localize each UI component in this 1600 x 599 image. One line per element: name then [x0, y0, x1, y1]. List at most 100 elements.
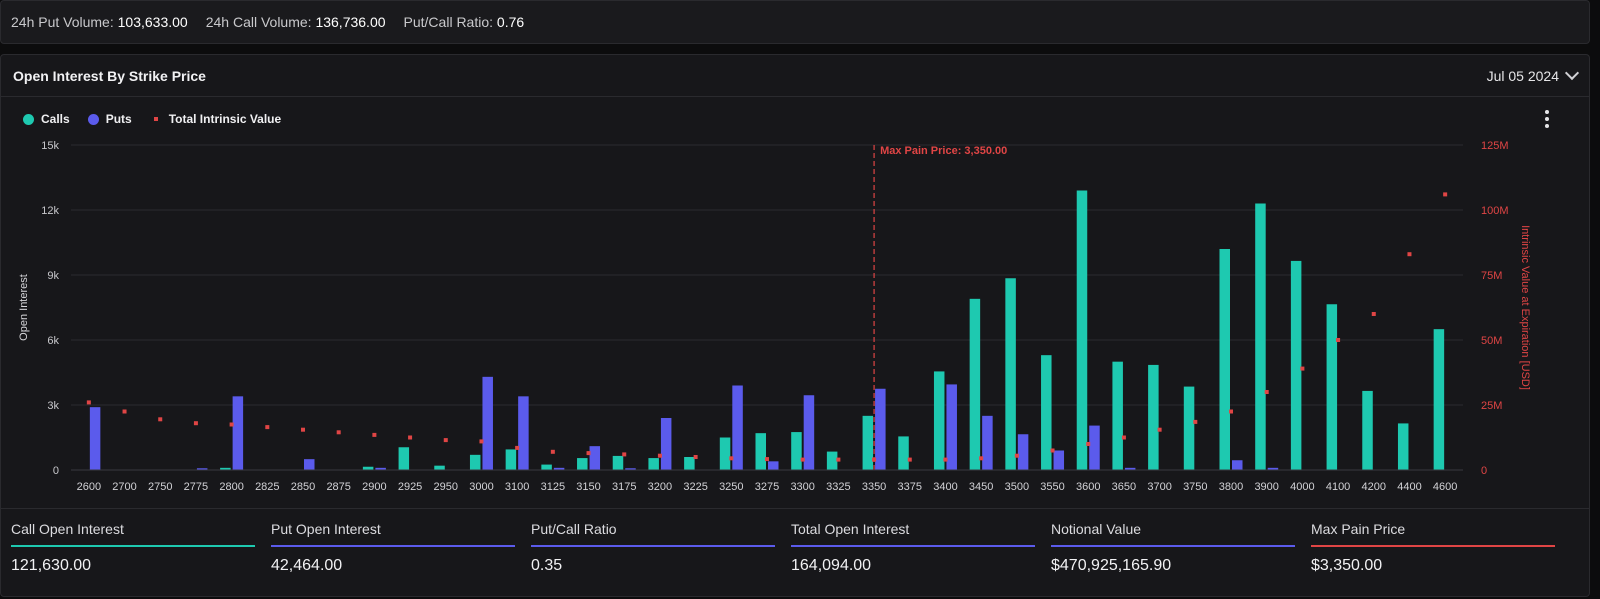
calls-bar — [719, 437, 731, 470]
intrinsic-value-point — [479, 439, 484, 444]
x-tick-label: 2900 — [362, 481, 386, 493]
intrinsic-value-point — [1229, 409, 1233, 414]
puts-bar — [482, 376, 493, 470]
x-tick-label: 3000 — [469, 481, 493, 493]
summary-card-value: $3,350.00 — [1311, 557, 1383, 574]
expiry-date-select[interactable]: Jul 05 2024 — [1487, 65, 1580, 84]
x-tick-label: 3325 — [826, 481, 850, 493]
summary-card: Max Pain Price $3,350.00 — [1311, 509, 1555, 596]
y-tick-label: 3k — [47, 400, 59, 412]
intrinsic-value-point — [1443, 192, 1448, 197]
summary-card: Put Open Interest 42,464.00 — [271, 509, 515, 596]
intrinsic-value-point — [1086, 442, 1091, 446]
puts-bar — [1232, 460, 1243, 470]
intrinsic-value-point — [1407, 252, 1412, 257]
summary-card-value: 0.35 — [531, 557, 563, 574]
puts-bar — [982, 415, 993, 470]
intrinsic-value-point — [443, 438, 448, 443]
intrinsic-value-point — [765, 457, 769, 462]
calls-bar — [933, 371, 945, 470]
y-tick-label: 0 — [53, 465, 59, 477]
calls-bar — [1362, 390, 1373, 470]
legend-calls-label: Calls — [41, 112, 70, 126]
panel-header: Open Interest By Strike Price Jul 05 202… — [1, 55, 1589, 97]
chevron-down-icon — [1564, 65, 1580, 81]
puts-bar — [875, 388, 886, 470]
intrinsic-value-point — [408, 435, 413, 440]
puts-bar — [232, 396, 244, 470]
call-volume-value: 136,736.00 — [315, 14, 386, 30]
intrinsic-value-point — [1157, 427, 1162, 432]
put-volume-label: 24h Put Volume: — [11, 14, 114, 30]
legend-item-puts[interactable]: Puts — [87, 112, 132, 126]
chart-area: Calls Puts Total Intrinsic Value 0 3k 6k 9k… — [1, 98, 1589, 508]
volume-stats-bar: 24h Put Volume: 103,633.00 24h Call Volu… — [0, 0, 1590, 44]
intrinsic-value-point — [336, 430, 341, 435]
x-tick-label: 3250 — [719, 481, 743, 493]
puts-bar — [375, 467, 386, 470]
x-tick-label: 2600 — [77, 481, 101, 493]
y2-tick-label: 25M — [1481, 400, 1502, 412]
summary-card-label: Max Pain Price — [1311, 521, 1555, 547]
x-tick-label: 3750 — [1183, 481, 1207, 493]
summary-card-value: $470,925,165.90 — [1051, 557, 1172, 574]
legend-item-calls[interactable]: Calls — [23, 112, 70, 126]
calls-bar — [398, 447, 410, 470]
calls-bar — [755, 433, 766, 470]
calls-bar — [1041, 355, 1052, 470]
chart-menu-icon[interactable] — [1545, 110, 1549, 128]
intrinsic-value-point — [158, 417, 163, 422]
intrinsic-value-point — [229, 422, 234, 427]
calls-bar — [220, 467, 231, 470]
x-tick-label: 3650 — [1112, 481, 1136, 493]
summary-card-value: 42,464.00 — [271, 557, 343, 574]
calls-bar — [1076, 190, 1088, 470]
summary-card: Call Open Interest 121,630.00 — [11, 509, 255, 596]
calls-bar — [969, 298, 981, 470]
calls-bar — [434, 465, 445, 470]
puts-bar — [589, 446, 601, 470]
calls-bar — [1183, 386, 1195, 470]
x-tick-label: 3900 — [1254, 481, 1278, 493]
x-tick-label: 4100 — [1326, 481, 1350, 493]
x-tick-label: 3400 — [933, 481, 957, 493]
max-pain-label: Max Pain Price: 3,350.00 — [880, 145, 1007, 157]
legend-item-intrinsic[interactable]: Total Intrinsic Value — [150, 112, 281, 126]
x-tick-label: 3500 — [1005, 481, 1029, 493]
legend-intrinsic-label: Total Intrinsic Value — [168, 112, 282, 126]
chart-legend: Calls Puts Total Intrinsic Value — [23, 112, 281, 126]
x-tick-label: 3275 — [755, 481, 779, 493]
calls-bar — [1290, 260, 1302, 470]
open-interest-panel: Open Interest By Strike Price Jul 05 202… — [0, 54, 1590, 597]
intrinsic-value-point — [622, 452, 627, 457]
x-tick-label: 3800 — [1219, 481, 1243, 493]
calls-bar — [577, 458, 588, 470]
intrinsic-value-point — [1371, 312, 1376, 316]
put-volume-stat: 24h Put Volume: 103,633.00 — [11, 14, 188, 30]
intrinsic-value-point — [657, 453, 662, 458]
intrinsic-value-point — [86, 400, 91, 405]
puts-bar — [732, 385, 743, 470]
calls-bar — [1219, 249, 1230, 470]
y-tick-label: 12k — [41, 205, 59, 217]
puts-bar — [304, 459, 315, 470]
calls-swatch-icon — [23, 113, 34, 125]
calls-bar — [898, 436, 909, 470]
calls-bar — [362, 466, 374, 470]
y2-tick-label: 100M — [1481, 205, 1509, 217]
puts-bar — [625, 468, 636, 470]
volume-ratio-stat: Put/Call Ratio: 0.76 — [404, 14, 525, 30]
x-tick-label: 2875 — [326, 481, 350, 493]
puts-bar — [660, 418, 672, 470]
calls-bar — [791, 432, 802, 470]
puts-bar — [518, 396, 529, 470]
call-volume-label: 24h Call Volume: — [205, 14, 312, 30]
summary-card-value: 164,094.00 — [791, 557, 872, 574]
puts-bar — [1267, 467, 1279, 470]
summary-card-label: Total Open Interest — [791, 521, 1035, 547]
intrinsic-value-point — [836, 457, 841, 462]
puts-swatch-icon — [87, 113, 99, 125]
calls-bar — [505, 449, 517, 470]
intrinsic-value-point — [193, 421, 198, 426]
intrinsic-value-point — [372, 432, 377, 437]
